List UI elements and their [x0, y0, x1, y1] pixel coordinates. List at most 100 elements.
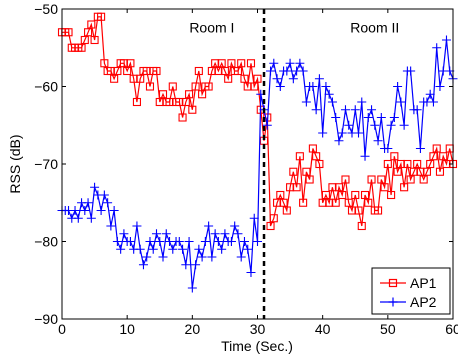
data-point-ap1: [380, 183, 389, 192]
data-point-ap1: [279, 198, 288, 207]
data-point-ap1: [152, 66, 161, 76]
data-point-ap1: [305, 175, 314, 184]
data-point-ap1: [344, 198, 353, 207]
data-point-ap2: [425, 89, 435, 99]
data-point-ap1: [321, 190, 330, 200]
data-point-ap1: [204, 82, 213, 91]
data-point-ap2: [415, 144, 425, 153]
data-point-ap1: [364, 198, 373, 207]
data-point-ap2: [334, 136, 344, 146]
data-point-ap1: [312, 152, 321, 161]
data-point-ap2: [324, 89, 334, 99]
data-point-ap2: [301, 97, 311, 107]
data-point-ap1: [77, 43, 86, 52]
data-point-ap2: [396, 97, 406, 107]
data-point-ap1: [168, 82, 177, 91]
data-point-ap1: [282, 206, 291, 215]
data-point-ap2: [389, 113, 399, 122]
data-point-ap1: [100, 59, 109, 68]
data-point-ap1: [341, 175, 350, 184]
x-tick-label: 40: [315, 321, 331, 337]
data-point-ap2: [70, 206, 80, 215]
y-tick-label: −60: [34, 79, 58, 95]
data-point-ap1: [429, 152, 438, 161]
data-point-ap1: [351, 190, 360, 200]
data-point-ap1: [188, 105, 197, 114]
data-point-ap1: [435, 167, 445, 176]
data-point-ap1: [308, 144, 317, 153]
data-point-ap1: [110, 74, 119, 83]
data-point-ap2: [103, 198, 113, 208]
data-point-ap1: [80, 35, 89, 45]
y-tick-label: −50: [34, 1, 58, 17]
data-point-ap2: [337, 128, 347, 138]
legend-label-ap1: AP1: [410, 275, 437, 291]
ticks-layer: 0 10 20 30 40 50 60 −90 −80 −70 −60 −50: [34, 1, 458, 337]
data-point-ap1: [400, 183, 409, 192]
data-point-ap2: [243, 244, 253, 254]
data-point-ap1: [276, 190, 285, 200]
data-point-ap1: [413, 159, 422, 169]
data-point-ap2: [213, 237, 223, 246]
data-point-ap2: [311, 105, 321, 115]
data-point-ap1: [233, 66, 242, 76]
data-point-ap1: [90, 35, 99, 45]
data-point-ap2: [344, 120, 354, 130]
data-point-ap2: [399, 120, 409, 130]
data-point-ap1: [302, 167, 311, 176]
data-point-ap1: [178, 113, 187, 122]
data-point-ap2: [340, 105, 350, 115]
data-point-ap2: [412, 105, 422, 115]
data-point-ap2: [142, 252, 152, 262]
annotation-room-1: Room I: [189, 19, 234, 35]
data-point-ap2: [262, 120, 272, 130]
legend: AP1 AP2: [371, 267, 451, 315]
data-point-ap2: [168, 244, 178, 254]
x-tick-label: 50: [380, 321, 396, 337]
data-point-ap2: [308, 82, 318, 91]
data-point-ap2: [99, 190, 109, 200]
legend-box: [371, 267, 451, 315]
data-point-ap2: [200, 237, 210, 246]
data-point-ap2: [406, 66, 416, 76]
data-point-ap1: [227, 59, 236, 68]
data-point-ap1: [97, 12, 106, 21]
legend-label-ap2: AP2: [410, 294, 437, 310]
data-point-ap1: [237, 59, 246, 68]
data-point-ap1: [158, 90, 168, 99]
x-tick-label: 0: [58, 321, 66, 337]
data-point-ap1: [217, 59, 226, 68]
data-point-ap2: [96, 206, 106, 215]
data-point-ap2: [194, 244, 204, 254]
data-point-ap2: [354, 128, 364, 138]
y-tick-label: −70: [34, 156, 58, 172]
data-point-ap2: [350, 105, 360, 115]
data-point-ap2: [321, 82, 331, 91]
series-line-ap1: [62, 16, 454, 227]
data-point-ap1: [393, 167, 402, 176]
data-point-ap1: [269, 214, 278, 223]
data-point-ap1: [64, 28, 73, 37]
series-ap1: [57, 12, 458, 231]
data-point-ap2: [298, 66, 308, 76]
data-point-ap2: [210, 229, 220, 239]
data-point-ap2: [181, 260, 191, 270]
data-point-ap1: [136, 74, 145, 83]
data-point-ap1: [220, 66, 229, 76]
data-point-ap2: [285, 58, 295, 68]
data-point-ap2: [363, 113, 373, 122]
data-point-ap1: [123, 66, 132, 76]
data-point-ap2: [145, 237, 155, 246]
data-point-ap2: [138, 260, 148, 270]
data-point-ap2: [86, 213, 96, 223]
data-point-ap2: [187, 283, 197, 293]
legend-marker-ap1: [388, 278, 398, 288]
data-point-ap2: [246, 268, 256, 277]
data-point-ap2: [266, 66, 276, 76]
data-point-ap1: [406, 175, 415, 184]
data-point-ap1: [292, 183, 301, 192]
x-tick-label: 20: [185, 321, 201, 337]
data-point-ap1: [191, 82, 200, 91]
x-axis-label: Time (Sec.): [221, 338, 293, 354]
